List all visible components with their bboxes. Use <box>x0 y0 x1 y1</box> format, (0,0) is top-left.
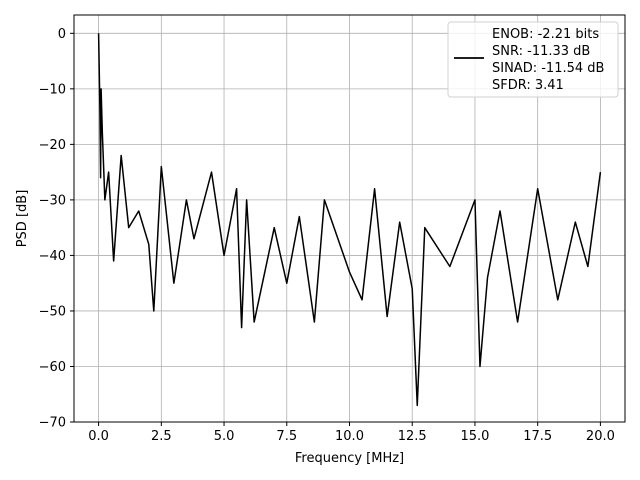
psd-series-line <box>97 33 602 407</box>
x-tick-label: 10.0 <box>335 429 364 444</box>
x-tick-label: 2.5 <box>151 429 172 444</box>
y-tick-label: −30 <box>39 193 66 208</box>
x-tick-label: 7.5 <box>276 429 297 444</box>
y-axis-label: PSD [dB] <box>15 190 30 248</box>
legend-sinad: SINAD: -11.54 dB <box>492 61 604 76</box>
x-tick-label: 17.5 <box>523 429 552 444</box>
y-tick-label: −50 <box>39 304 66 319</box>
x-tick-label: 12.5 <box>398 429 427 444</box>
x-tick-label: 20.0 <box>586 429 615 444</box>
y-tick-label: 0 <box>58 27 66 42</box>
legend-snr: SNR: -11.33 dB <box>492 44 590 59</box>
series-group <box>97 33 602 407</box>
legend: ENOB: -2.21 bits SNR: -11.33 dB SINAD: -… <box>447 21 619 98</box>
x-axis-label: Frequency [MHz] <box>295 451 404 466</box>
y-tick-label: −70 <box>39 416 66 431</box>
legend-box <box>447 21 619 98</box>
x-tick-label: 5.0 <box>214 429 235 444</box>
legend-enob: ENOB: -2.21 bits <box>492 27 599 42</box>
legend-sfdr: SFDR: 3.41 <box>492 78 564 93</box>
x-tick-label: 0.0 <box>88 429 109 444</box>
y-tick-label: −20 <box>39 138 66 153</box>
y-tick-label: −60 <box>39 360 66 375</box>
tick-group: 0.0 2.5 5.0 7.5 10.0 12.5 15.0 17.5 20.0 0 −10 −20 −… <box>39 27 615 444</box>
y-tick-label: −40 <box>39 249 66 264</box>
y-tick-label: −10 <box>39 82 66 97</box>
x-tick-label: 15.0 <box>460 429 489 444</box>
